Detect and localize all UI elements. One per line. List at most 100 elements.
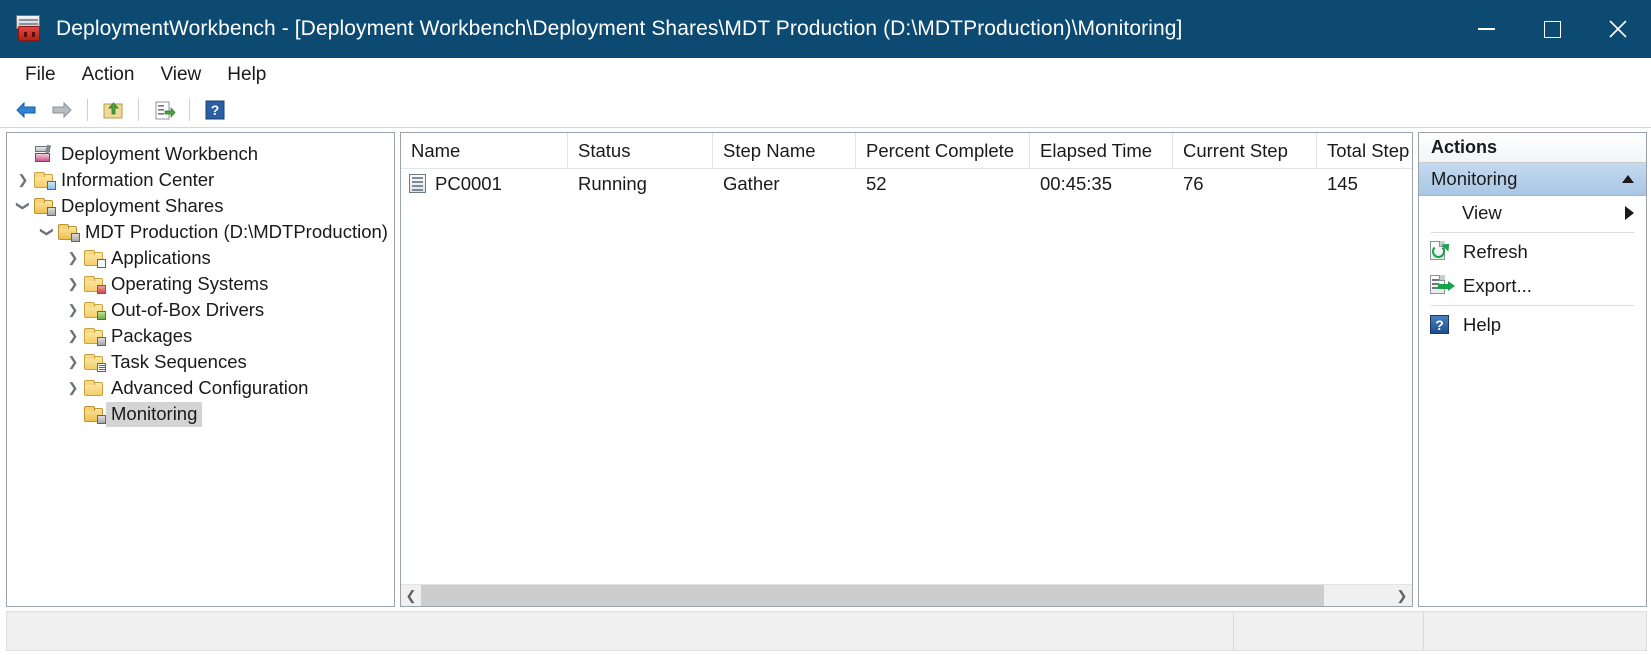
svg-text:?: ? (211, 102, 220, 118)
actions-separator (1431, 305, 1634, 306)
menu-item-view[interactable]: View (160, 63, 202, 85)
toolbar-separator (87, 98, 88, 121)
column-header-status[interactable]: Status (568, 133, 713, 169)
table-row[interactable]: PC0001 Running Gather 52 00:45:35 76 145 (401, 169, 1412, 199)
column-header-current-step[interactable]: Current Step (1173, 133, 1317, 169)
export-icon (1429, 275, 1455, 297)
folder-os-icon (83, 275, 106, 294)
tree-item-label: Deployment Workbench (61, 143, 259, 164)
chevron-right-icon[interactable]: ❯ (67, 250, 79, 265)
cell-total-steps: 145 (1327, 173, 1358, 194)
chevron-right-icon[interactable]: ❯ (67, 302, 79, 317)
refresh-icon (1429, 241, 1451, 263)
chevron-right-icon[interactable]: ❯ (67, 354, 79, 369)
tree-item-label: Out-of-Box Drivers (111, 299, 265, 320)
action-item-view[interactable]: View (1419, 196, 1646, 230)
folder-drivers-icon (83, 301, 106, 320)
folder-applications-icon (83, 249, 106, 268)
tree-item-applications[interactable]: ❯ Applications (7, 245, 394, 271)
tree-item-out-of-box-drivers[interactable]: ❯ Out-of-Box Drivers (7, 297, 394, 323)
help-icon[interactable]: ? (198, 95, 232, 125)
column-header-percent-complete[interactable]: Percent Complete (856, 133, 1030, 169)
scrollbar-track[interactable] (421, 584, 1392, 606)
menu-item-file[interactable]: File (25, 63, 56, 85)
close-icon[interactable] (1585, 0, 1651, 58)
tree-item-label: Task Sequences (111, 351, 247, 372)
folder-share-icon (33, 197, 56, 216)
up-folder-icon[interactable] (96, 95, 130, 125)
chevron-right-icon[interactable]: ❯ (67, 380, 79, 395)
folder-tasksequences-icon (83, 353, 106, 372)
tree-item-label: Operating Systems (111, 273, 269, 294)
tree-item-mdt-production[interactable]: ❯ MDT Production (D:\MDTProduction) (7, 219, 394, 245)
back-icon[interactable] (9, 95, 43, 125)
monitoring-list-pane: Name Status Step Name Percent Complete E… (400, 132, 1413, 607)
column-header-elapsed-time[interactable]: Elapsed Time (1030, 133, 1173, 169)
tree-item-information-center[interactable]: ❯ Information Center (7, 167, 394, 193)
tree-item-label: MDT Production (D:\MDTProduction) (85, 221, 388, 242)
column-header-name[interactable]: Name (401, 133, 568, 169)
window-title: DeploymentWorkbench - [Deployment Workbe… (56, 17, 1183, 40)
window-controls (1453, 0, 1651, 58)
actions-group-monitoring[interactable]: Monitoring (1419, 163, 1646, 196)
forward-icon[interactable] (45, 95, 79, 125)
horizontal-scrollbar[interactable]: ❮ ❯ (401, 584, 1412, 606)
folder-icon (83, 379, 105, 398)
tree-item-label: Monitoring (106, 401, 203, 427)
tree-item-packages[interactable]: ❯ Packages (7, 323, 394, 349)
tree-item-deployment-workbench[interactable]: Deployment Workbench (7, 141, 394, 167)
action-item-label: Export... (1463, 275, 1532, 296)
toolbox-icon (14, 14, 44, 44)
folder-monitoring-icon (83, 405, 106, 424)
tree-item-label: Packages (111, 325, 193, 346)
tree-item-operating-systems[interactable]: ❯ Operating Systems (7, 271, 394, 297)
listview-body: PC0001 Running Gather 52 00:45:35 76 145 (401, 169, 1412, 584)
action-item-label: Refresh (1463, 241, 1528, 262)
tree-item-advanced-configuration[interactable]: ❯ Advanced Configuration (7, 375, 394, 401)
tree-item-label: Advanced Configuration (111, 377, 309, 398)
workbench-icon (33, 144, 55, 164)
navigation-tree-pane: Deployment Workbench ❯ Information Cente… (6, 132, 395, 607)
tree-item-task-sequences[interactable]: ❯ Task Sequences (7, 349, 394, 375)
menu-item-action[interactable]: Action (81, 63, 135, 85)
folder-share-icon (57, 223, 80, 242)
action-item-help[interactable]: ? Help (1419, 308, 1646, 342)
action-item-label: View (1462, 202, 1502, 223)
cell-elapsed-time: 00:45:35 (1040, 173, 1113, 194)
status-segment-2 (1234, 612, 1424, 650)
chevron-right-icon[interactable]: ❯ (17, 172, 29, 187)
toolbar-separator (138, 98, 139, 121)
caret-right-icon[interactable] (1625, 206, 1634, 220)
toolbar-separator (189, 98, 190, 121)
computer-icon (409, 174, 428, 194)
caret-up-icon[interactable] (1622, 175, 1634, 183)
chevron-down-icon[interactable]: ❯ (40, 226, 55, 238)
chevron-right-icon[interactable]: ❯ (1396, 587, 1408, 603)
cell-name-text: PC0001 (435, 173, 502, 194)
minimize-icon[interactable] (1453, 0, 1519, 58)
navigation-tree: Deployment Workbench ❯ Information Cente… (7, 133, 394, 427)
column-header-step-name[interactable]: Step Name (713, 133, 856, 169)
status-bar (6, 611, 1647, 651)
cell-name: PC0001 (401, 173, 568, 195)
action-item-refresh[interactable]: Refresh (1419, 235, 1646, 269)
tree-item-label: Information Center (61, 169, 215, 190)
cell-percent-complete: 52 (866, 173, 887, 194)
status-segment-3 (1424, 612, 1646, 650)
scrollbar-thumb[interactable] (421, 584, 1325, 606)
tree-item-deployment-shares[interactable]: ❯ Deployment Shares (7, 193, 394, 219)
chevron-down-icon[interactable]: ❯ (16, 200, 31, 212)
tree-item-label: Applications (111, 247, 211, 268)
column-header-total-steps[interactable]: Total Steps (1327, 139, 1410, 161)
tree-item-monitoring[interactable]: Monitoring (7, 401, 394, 427)
menu-item-help[interactable]: Help (227, 63, 267, 85)
maximize-icon[interactable] (1519, 0, 1585, 58)
menu-bar: File Action View Help (0, 58, 1651, 92)
chevron-right-icon[interactable]: ❯ (67, 276, 79, 291)
cell-step-name: Gather (723, 173, 780, 194)
action-item-export[interactable]: Export... (1419, 269, 1646, 303)
chevron-left-icon[interactable]: ❮ (405, 587, 417, 603)
chevron-right-icon[interactable]: ❯ (67, 328, 79, 343)
export-list-icon[interactable] (147, 95, 181, 125)
